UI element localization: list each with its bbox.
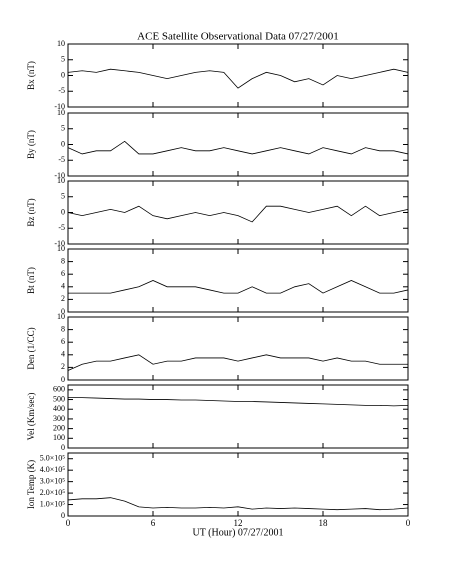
y-tick-label: 0	[61, 207, 65, 216]
y-tick-label: 10	[57, 39, 65, 48]
y-tick-label: 600	[53, 385, 65, 394]
y-axis-label: Bz (nT)	[26, 198, 36, 226]
data-line	[67, 140, 409, 155]
x-tick-label: 12	[234, 518, 243, 528]
y-axis-label: Bt (nT)	[26, 267, 36, 294]
y-tick-label: -5	[58, 155, 65, 164]
y-tick-label: 5	[61, 124, 65, 133]
y-tick-label: 0	[61, 70, 65, 79]
y-tick-label: 4	[61, 282, 65, 291]
data-line	[67, 497, 409, 511]
y-tick-label: 0	[61, 375, 65, 384]
y-tick-label: 0	[61, 139, 65, 148]
plot-frame	[67, 384, 409, 449]
y-tick-label: 10	[57, 176, 65, 185]
y-tick-label: 100	[53, 433, 65, 442]
data-line	[68, 280, 409, 294]
y-tick-label: 0	[61, 511, 65, 520]
y-axis-label: Bx (nT)	[26, 61, 36, 90]
y-tick-label: 4	[61, 350, 65, 359]
y-tick-label: 5	[61, 55, 65, 64]
plot-frame	[67, 248, 409, 313]
y-tick-label: 300	[53, 414, 65, 423]
data-line	[68, 397, 409, 407]
plot-frame	[67, 112, 409, 177]
y-tick-label: 3.0×10⁵	[40, 476, 66, 485]
y-tick-label: 2	[61, 362, 65, 371]
y-tick-label: 8	[61, 256, 65, 265]
y-axis-label: Vel (Km/sec)	[26, 393, 36, 441]
y-tick-label: 4.0×10⁵	[40, 465, 66, 474]
y-tick-label: 2.0×10⁵	[40, 488, 66, 497]
y-tick-label: -5	[58, 86, 65, 95]
y-tick-label: 500	[53, 394, 65, 403]
x-tick-label: 0	[406, 518, 411, 528]
y-tick-label: 0	[61, 307, 65, 316]
plot-frame	[67, 180, 409, 245]
y-tick-label: -10	[54, 171, 65, 180]
y-tick-label: 8	[61, 324, 65, 333]
x-tick-label: 18	[319, 518, 329, 528]
data-line	[67, 354, 408, 371]
x-axis-label: UT (Hour) 07/27/2001	[193, 527, 284, 538]
y-tick-label: 0	[61, 443, 65, 452]
y-tick-label: 6	[61, 337, 65, 346]
y-tick-label: 400	[53, 404, 65, 413]
plot-frame	[67, 43, 409, 108]
y-tick-label: -5	[58, 223, 65, 232]
y-tick-label: 10	[57, 108, 65, 117]
chart-title: ACE Satellite Observational Data 07/27/2…	[137, 31, 339, 43]
y-tick-label: 5	[61, 192, 65, 201]
plot-frame	[67, 316, 409, 381]
y-tick-label: 10	[57, 244, 65, 253]
x-tick-label: 6	[151, 518, 156, 528]
x-tick-label: 0	[66, 518, 71, 528]
y-tick-label: -10	[54, 239, 65, 248]
y-tick-label: 2	[61, 294, 65, 303]
y-tick-label: 6	[61, 269, 65, 278]
y-axis-label: Ion Temp (K)	[26, 460, 36, 509]
y-axis-label: By (nT)	[26, 130, 36, 159]
data-line	[67, 205, 409, 223]
y-axis-label: Den (1/CC)	[26, 327, 36, 369]
data-line	[67, 68, 409, 89]
y-tick-label: 10	[57, 312, 65, 321]
y-tick-label: 200	[53, 423, 65, 432]
y-tick-label: 5.0×10⁵	[40, 454, 66, 463]
y-tick-label: -10	[54, 102, 65, 111]
y-tick-label: 1.0×10⁵	[40, 499, 66, 508]
